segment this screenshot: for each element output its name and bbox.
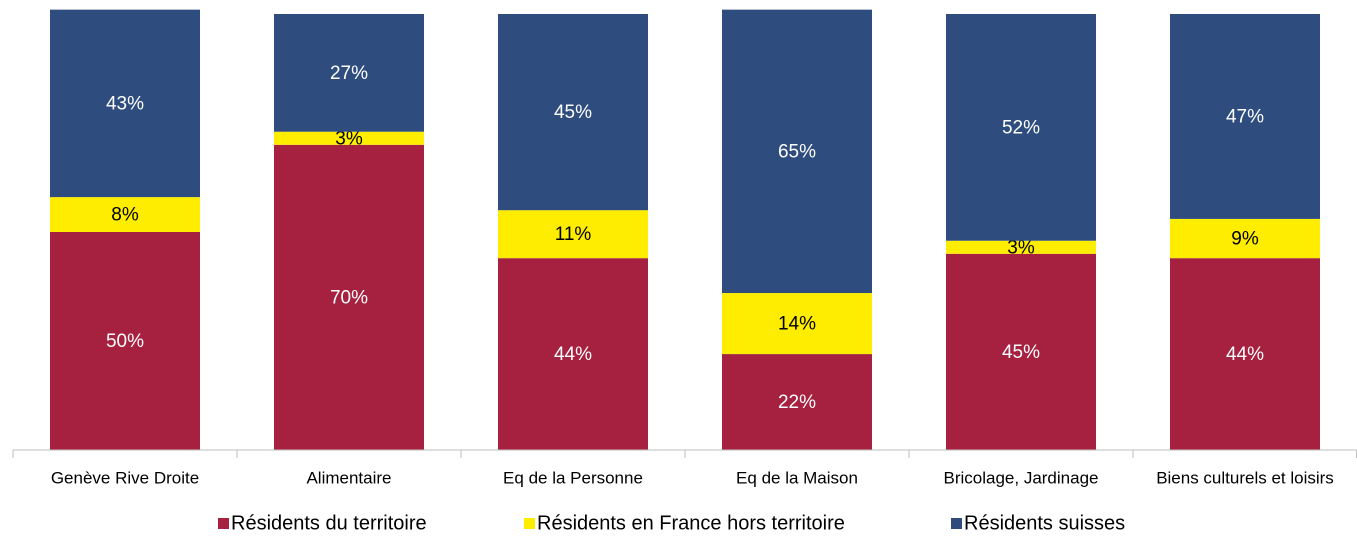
data-label: 3% bbox=[1007, 237, 1035, 258]
data-label: 22% bbox=[778, 392, 816, 413]
legend-swatch bbox=[951, 518, 962, 529]
data-label: 50% bbox=[106, 331, 144, 352]
legend-label: Résidents suisses bbox=[964, 512, 1125, 534]
bar-segment bbox=[274, 131, 424, 145]
data-label: 8% bbox=[111, 205, 139, 226]
bar-segment bbox=[498, 14, 648, 211]
legend-swatch bbox=[524, 518, 535, 529]
data-label: 44% bbox=[554, 344, 592, 365]
bar-segment bbox=[946, 240, 1096, 254]
x-tick-label: Bricolage, Jardinage bbox=[944, 468, 1099, 487]
bar-segment bbox=[946, 14, 1096, 241]
data-label: 44% bbox=[1226, 344, 1264, 365]
x-tick-label: Biens culturels et loisirs bbox=[1156, 468, 1334, 487]
bar-segment bbox=[722, 9, 872, 294]
legend-swatch bbox=[218, 518, 229, 529]
x-tick-label: Alimentaire bbox=[306, 468, 391, 487]
bar-segment bbox=[50, 9, 200, 198]
bar-segment bbox=[1170, 218, 1320, 259]
data-label: 14% bbox=[778, 314, 816, 335]
x-tick-label: Eq de la Personne bbox=[503, 468, 643, 487]
bar-segment bbox=[274, 14, 424, 132]
data-label: 65% bbox=[778, 141, 816, 162]
data-label: 3% bbox=[335, 128, 363, 149]
bar-segment bbox=[1170, 14, 1320, 219]
bar-segment bbox=[50, 197, 200, 232]
legend-label: Résidents en France hors territoire bbox=[537, 512, 845, 534]
bar-segment bbox=[1170, 258, 1320, 450]
data-label: 45% bbox=[554, 102, 592, 123]
data-label: 70% bbox=[330, 287, 368, 308]
data-label: 47% bbox=[1226, 106, 1264, 127]
data-label: 43% bbox=[106, 93, 144, 114]
bar-segment bbox=[498, 258, 648, 450]
legend-label: Résidents du territoire bbox=[231, 512, 427, 534]
x-tick-label: Eq de la Maison bbox=[736, 468, 858, 487]
data-label: 52% bbox=[1002, 117, 1040, 138]
bar-segment bbox=[498, 210, 648, 259]
bar-segment bbox=[946, 253, 1096, 450]
data-label: 45% bbox=[1002, 342, 1040, 363]
bar-segment bbox=[722, 293, 872, 355]
data-label: 11% bbox=[555, 224, 592, 245]
data-label: 9% bbox=[1231, 229, 1259, 250]
data-label: 27% bbox=[330, 63, 368, 84]
bar-segment bbox=[50, 232, 200, 450]
x-tick-label: Genève Rive Droite bbox=[51, 468, 199, 487]
bar-segment bbox=[274, 144, 424, 451]
bar-segment bbox=[722, 354, 872, 450]
